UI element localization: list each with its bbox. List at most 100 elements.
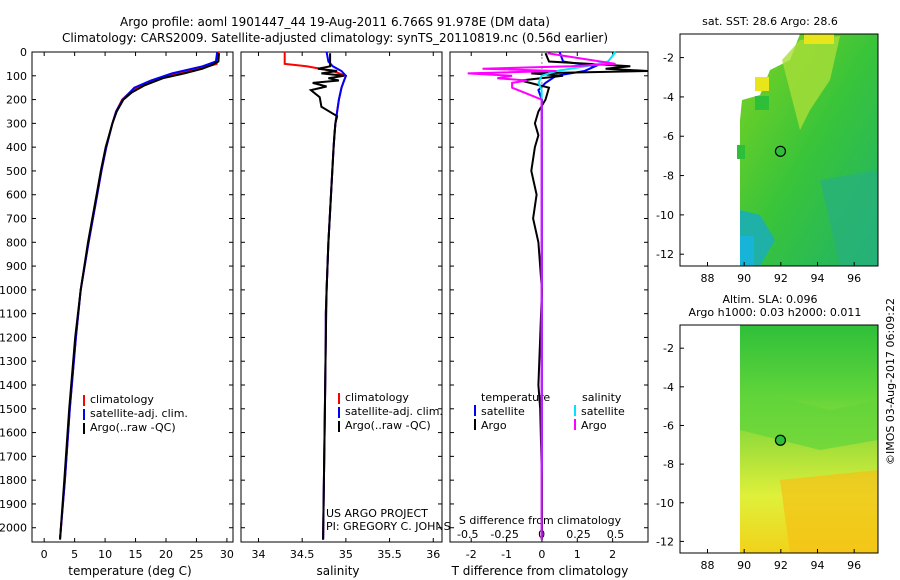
salinity-legend: climatology satellite-adj. clim. Argo(..… (338, 391, 443, 432)
difference-series-3 (467, 52, 616, 540)
ytick-label: 1900 (0, 498, 27, 511)
ytick-label: 2000 (0, 522, 27, 535)
xtick-label: 30 (220, 548, 234, 561)
sla-ytick-label: -12 (656, 535, 674, 548)
sst-xtick-label: 96 (847, 272, 861, 285)
ytick-label: 500 (6, 165, 27, 178)
ytick-label: 300 (6, 117, 27, 130)
ytick-label: 100 (6, 70, 27, 83)
salinity-series-2 (308, 53, 345, 540)
legend-argo: Argo(..raw -QC) (90, 421, 176, 434)
xtick-label: 2 (609, 548, 616, 561)
legend-header-salinity: salinity (582, 391, 622, 404)
xtick-label: 10 (98, 548, 112, 561)
sla-ytick-label: -8 (663, 458, 674, 471)
pi-annotation: PI: GREGORY C. JOHNSON (326, 520, 467, 533)
difference-xlabel: T difference from climatology (451, 564, 629, 578)
s-tick-label: -0.25 (490, 528, 518, 541)
sst-map-panel: sat. SST: 28.6 Argo: 28.6 (679, 15, 879, 267)
s-tick-label: 0.25 (566, 528, 591, 541)
sst-xtick-label: 88 (701, 272, 715, 285)
sla-ytick-label: -6 (663, 419, 674, 432)
ytick-label: 1500 (0, 403, 27, 416)
sst-ytick-label: -6 (663, 130, 674, 143)
ytick-label: 700 (6, 213, 27, 226)
temperature-xlabel: temperature (deg C) (68, 564, 191, 578)
s-tick-label: 0.5 (607, 528, 625, 541)
sst-ytick-label: -10 (656, 209, 674, 222)
xtick-label: 34 (251, 548, 265, 561)
difference-xlabel2: S difference from climatology (459, 514, 622, 527)
s-tick-label: -0.5 (457, 528, 478, 541)
xtick-label: 0 (538, 548, 545, 561)
ytick-label: 1300 (0, 355, 27, 368)
ytick-label: 1800 (0, 474, 27, 487)
sla-xtick-label: 90 (737, 559, 751, 572)
ytick-label: 1600 (0, 427, 27, 440)
sst-frame (679, 33, 879, 267)
ytick-label: 400 (6, 141, 27, 154)
ytick-label: 900 (6, 260, 27, 273)
ytick-label: 1400 (0, 379, 27, 392)
sla-xtick-label: 92 (774, 559, 788, 572)
temperature-legend: climatology satellite-adj. clim. Argo(..… (83, 393, 188, 434)
header-line2: Climatology: CARS2009. Satellite-adjuste… (62, 31, 608, 45)
xtick-label: 15 (129, 548, 143, 561)
xtick-label: 25 (189, 548, 203, 561)
sla-field (740, 325, 878, 553)
chart-marks: 0100200300400500600700800900100011001200… (0, 33, 879, 572)
xtick-label: 1 (574, 548, 581, 561)
sst-argo-position-marker (774, 145, 787, 157)
sst-field (737, 34, 878, 266)
header-line1: Argo profile: aoml 1901447_44 19-Aug-201… (120, 15, 550, 29)
xtick-label: 36 (426, 548, 440, 561)
sal-legend-argo: Argo(..raw -QC) (345, 419, 431, 432)
difference-panel: T difference from climatology S differen… (449, 51, 649, 578)
sla-map-panel: Altim. SLA: 0.096 Argo h1000: 0.03 h2000… (679, 293, 879, 554)
difference-series-1 (520, 52, 649, 540)
legend-climatology: climatology (90, 393, 154, 406)
sla-title: Altim. SLA: 0.096 (722, 293, 817, 306)
sla-ytick-label: -4 (663, 381, 674, 394)
diff-legend-s-satellite: satellite (581, 405, 625, 418)
sla-xtick-label: 88 (701, 559, 715, 572)
sla-ytick-label: -2 (663, 342, 674, 355)
temperature-series-2 (59, 53, 220, 540)
sla-frame (679, 324, 879, 554)
ytick-label: 1700 (0, 450, 27, 463)
ytick-label: 1200 (0, 331, 27, 344)
xtick-label: 35.5 (377, 548, 402, 561)
legend-satellite: satellite-adj. clim. (90, 407, 188, 420)
ytick-label: 1000 (0, 284, 27, 297)
difference-legend: temperature salinity satellite Argo sate… (474, 391, 625, 432)
sal-legend-climatology: climatology (345, 391, 409, 404)
ytick-label: 0 (20, 46, 27, 59)
sla-subtitle: Argo h1000: 0.03 h2000: 0.011 (689, 306, 862, 319)
sst-ytick-label: -4 (663, 91, 674, 104)
sal-legend-satellite: satellite-adj. clim. (345, 405, 443, 418)
xtick-label: 34.5 (290, 548, 315, 561)
ytick-label: 800 (6, 236, 27, 249)
sla-ytick-label: -10 (656, 497, 674, 510)
sst-xtick-label: 94 (811, 272, 825, 285)
imos-timestamp: ©IMOS 03-Aug-2017 06:09:22 (884, 298, 897, 465)
sla-xtick-label: 94 (811, 559, 825, 572)
ytick-label: 200 (6, 94, 27, 107)
xtick-label: 5 (71, 548, 78, 561)
ytick-label: 600 (6, 189, 27, 202)
diff-legend-s-argo: Argo (581, 419, 607, 432)
xtick-label: 35 (339, 548, 353, 561)
diff-legend-t-satellite: satellite (481, 405, 525, 418)
xtick-label: -1 (501, 548, 512, 561)
sst-title: sat. SST: 28.6 Argo: 28.6 (702, 15, 838, 28)
xtick-label: 20 (159, 548, 173, 561)
sla-argo-position-marker (774, 434, 787, 446)
sst-xtick-label: 92 (774, 272, 788, 285)
salinity-panel: salinity US ARGO PROJECT PI: GREGORY C. … (240, 51, 467, 578)
sst-ytick-label: -12 (656, 248, 674, 261)
xtick-label: 0 (41, 548, 48, 561)
legend-header-temperature: temperature (481, 391, 550, 404)
sst-ytick-label: -8 (663, 170, 674, 183)
ytick-label: 1100 (0, 308, 27, 321)
